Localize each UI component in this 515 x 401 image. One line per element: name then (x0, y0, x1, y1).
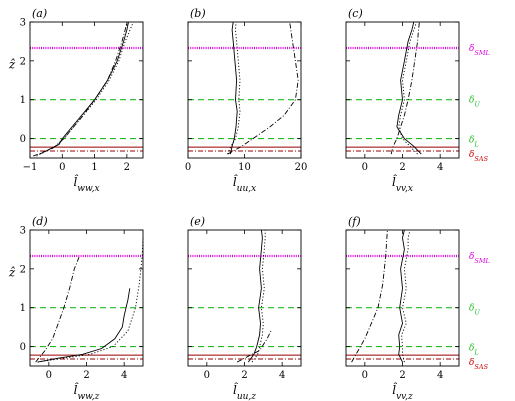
panel-label: (e) (190, 215, 205, 228)
delta-subscript: U (474, 101, 480, 109)
delta-symbol: δ (469, 344, 474, 354)
panel-1: −1 0 1 2 0 1 2 3 (a) l̂ww,x ẑ (8, 7, 144, 194)
x-tick-label: 0 (185, 162, 191, 173)
series-dashdot (33, 21, 128, 157)
delta-sml-label: δSML (469, 252, 490, 265)
series-solid (396, 21, 422, 155)
delta-subscript: SAS (474, 155, 488, 163)
series-solid (39, 21, 129, 155)
delta-subscript: SML (474, 257, 489, 265)
x-axis-label: l̂vv,x (392, 173, 413, 194)
series-dotted (398, 21, 418, 155)
delta-sas-label: δSAS (469, 150, 489, 163)
y-tick-label: 2 (20, 264, 26, 275)
delta-symbol: δ (469, 252, 474, 262)
delta-l-label: δL (469, 344, 479, 357)
series-solid (37, 288, 131, 363)
x-tick-label: −1 (23, 162, 38, 173)
series-dashdot (351, 229, 388, 363)
series-solid (229, 21, 238, 155)
x-tick-label: 0 (46, 370, 52, 381)
y-tick-label: 0 (20, 342, 26, 353)
x-axis-label: l̂uu,z (233, 381, 256, 401)
x-tick-label: 0 (59, 162, 65, 173)
y-tick-label: 0 (20, 134, 26, 145)
x-tick-label: 0 (204, 370, 210, 381)
series-dashdot (227, 21, 299, 155)
series-dotted (401, 229, 411, 363)
delta-subscript: SML (474, 49, 489, 57)
delta-u-label: δU (469, 96, 480, 109)
panel-label: (d) (32, 215, 48, 228)
delta-symbol: δ (469, 44, 474, 54)
panel-label: (a) (32, 7, 47, 20)
series-dashdot (236, 330, 272, 363)
panel-label: (f) (348, 215, 361, 228)
panel-2: 0 10 20 (b) l̂uu,x (185, 7, 308, 194)
series-dotted (36, 21, 134, 157)
x-tick-label: 10 (238, 162, 251, 173)
x-tick-label: 2 (83, 370, 89, 381)
x-tick-label: 2 (124, 162, 130, 173)
x-tick-label: 1 (91, 162, 97, 173)
series-solid (398, 229, 405, 363)
x-axis-label: l̂ww,z (74, 381, 100, 401)
panel-label: (b) (190, 7, 206, 20)
panel-5: 0 2 4 (e) l̂uu,z (187, 215, 302, 401)
x-tick-label: 2 (399, 162, 405, 173)
delta-symbol: δ (469, 136, 474, 146)
delta-sml-label: δSML (469, 44, 490, 57)
delta-subscript: L (473, 141, 478, 149)
x-tick-label: 0 (362, 370, 368, 381)
x-tick-label: 0 (362, 162, 368, 173)
axes-frame (29, 229, 144, 367)
x-tick-label: 2 (399, 370, 405, 381)
x-tick-label: 2 (241, 370, 247, 381)
series-dashdot (390, 21, 420, 155)
y-tick-label: 2 (20, 56, 26, 67)
y-tick-label: 1 (20, 95, 26, 106)
x-axis-label: l̂vv,z (392, 381, 413, 401)
axes-frame (29, 21, 144, 159)
series-dotted (37, 237, 144, 363)
x-tick-label: 4 (437, 162, 443, 173)
delta-symbol: δ (469, 358, 474, 368)
series-dotted (227, 21, 241, 155)
x-axis-label: l̂uu,x (233, 173, 256, 194)
delta-subscript: SAS (474, 363, 488, 371)
delta-l-label: δL (469, 136, 479, 149)
x-axis-label: l̂ww,x (73, 173, 99, 194)
axes-frame (187, 21, 302, 159)
delta-u-label: δU (469, 304, 480, 317)
panel-label: (c) (348, 7, 363, 20)
y-tick-label: 3 (20, 226, 26, 237)
delta-symbol: δ (469, 304, 474, 314)
series-solid (247, 229, 263, 363)
y-tick-label: 1 (20, 303, 26, 314)
y-axis-label: ẑ (8, 266, 16, 280)
delta-symbol: δ (469, 150, 474, 160)
x-tick-label: 4 (279, 370, 285, 381)
x-tick-label: 4 (437, 370, 443, 381)
axes-frame (187, 229, 302, 367)
series-dotted (251, 230, 266, 363)
delta-sas-label: δSAS (469, 358, 489, 371)
x-tick-label: 20 (295, 162, 308, 173)
panel-4: 0 2 4 0 1 2 3 (d) l̂ww,z ẑ (8, 215, 144, 401)
delta-subscript: L (473, 349, 478, 357)
delta-subscript: U (474, 309, 480, 317)
y-axis-label: ẑ (8, 58, 16, 72)
series-dashdot (35, 257, 80, 363)
x-tick-label: 4 (121, 370, 127, 381)
delta-symbol: δ (469, 96, 474, 106)
y-tick-label: 3 (20, 18, 26, 29)
